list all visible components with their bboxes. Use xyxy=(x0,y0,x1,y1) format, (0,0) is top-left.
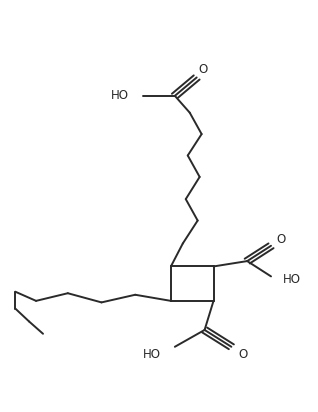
Text: O: O xyxy=(198,63,207,75)
Text: HO: HO xyxy=(283,273,301,286)
Text: HO: HO xyxy=(111,89,129,102)
Text: O: O xyxy=(238,348,248,361)
Text: HO: HO xyxy=(143,348,161,361)
Text: O: O xyxy=(276,233,286,246)
